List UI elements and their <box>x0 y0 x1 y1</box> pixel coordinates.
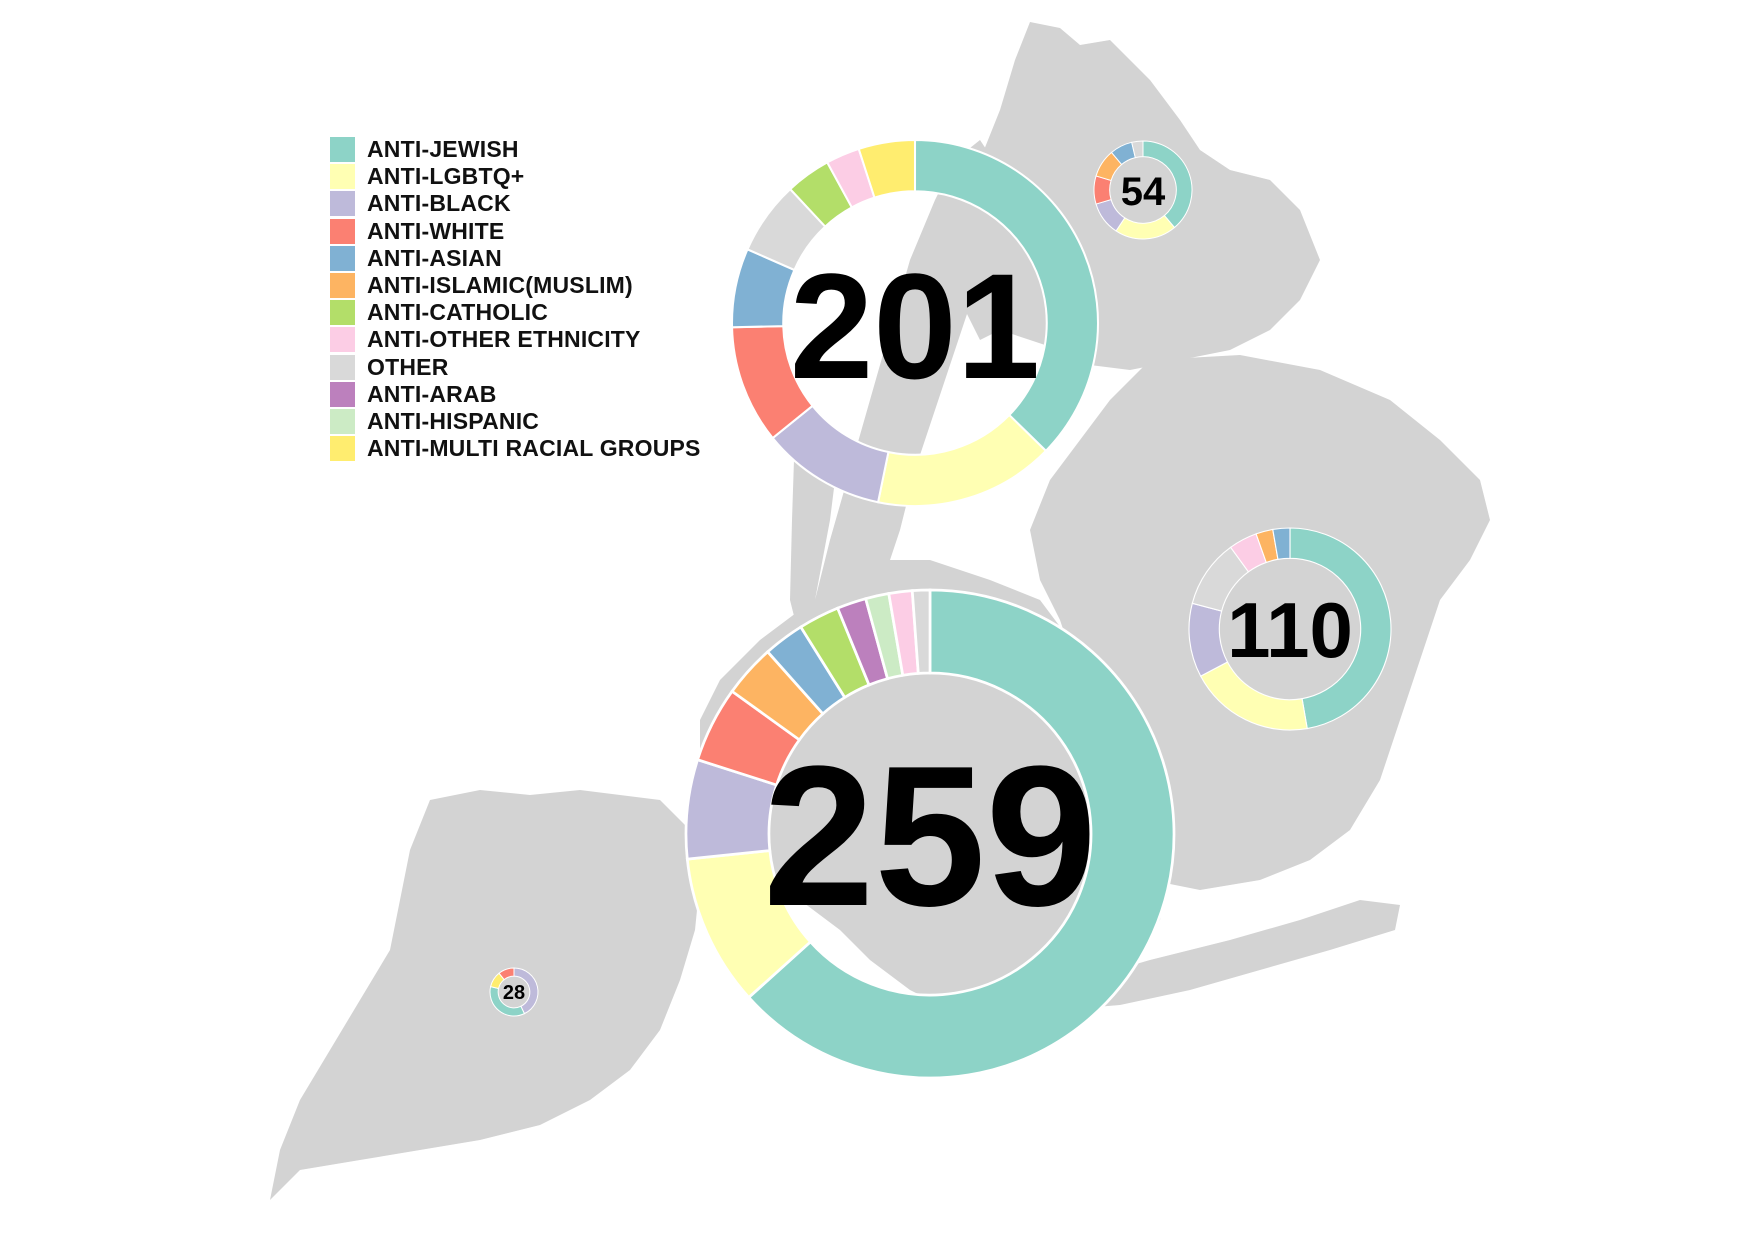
legend-label: ANTI-ISLAMIC(MUSLIM) <box>367 272 633 299</box>
borough-total-brooklyn: 259 <box>763 725 1097 948</box>
legend-item-anti-islamic: ANTI-ISLAMIC(MUSLIM) <box>330 272 701 299</box>
donut-slice-other <box>1131 140 1144 159</box>
legend-swatch <box>330 164 355 190</box>
donut-slice-anti-multi-racial <box>857 138 917 199</box>
legend-label: ANTI-MULTI RACIAL GROUPS <box>367 435 701 462</box>
legend-label: ANTI-ASIAN <box>367 244 502 271</box>
legend-swatch <box>330 354 355 380</box>
donut-charts: 201 54 110 259 28 <box>489 138 1392 1080</box>
legend-item-anti-multi-racial: ANTI-MULTI RACIAL GROUPS <box>330 435 701 462</box>
donut-bronx: 54 <box>1093 140 1193 240</box>
donut-slice-anti-jewish <box>1289 527 1392 730</box>
legend-swatch <box>330 300 355 326</box>
legend-item-anti-white: ANTI-WHITE <box>330 218 701 245</box>
legend-label: OTHER <box>367 353 449 380</box>
borough-total-manhattan: 201 <box>790 242 1040 410</box>
donut-slice-anti-asian <box>1272 527 1291 560</box>
legend-swatch <box>330 381 355 407</box>
legend-swatch <box>330 436 355 462</box>
legend: ANTI-JEWISH ANTI-LGBTQ+ ANTI-BLACK ANTI-WHI… <box>330 136 701 462</box>
rockaway-shape <box>1060 900 1400 1010</box>
legend-label: ANTI-OTHER ETHNICITY <box>367 326 641 353</box>
legend-label: ANTI-BLACK <box>367 190 511 217</box>
donut-slice-other <box>910 588 932 675</box>
donut-slice-anti-jewish <box>913 138 1100 453</box>
legend-swatch <box>330 191 355 217</box>
legend-item-other: OTHER <box>330 354 701 381</box>
donut-queens: 110 <box>1188 527 1392 731</box>
legend-label: ANTI-ARAB <box>367 380 497 407</box>
borough-total-staten-island: 28 <box>503 982 525 1004</box>
staten-island-shape <box>270 790 700 1200</box>
legend-label: ANTI-HISPANIC <box>367 407 540 434</box>
manhattan-shape <box>815 140 1000 660</box>
legend-item-anti-catholic: ANTI-CATHOLIC <box>330 299 701 326</box>
legend-swatch <box>330 273 355 299</box>
legend-item-anti-asian: ANTI-ASIAN <box>330 245 701 272</box>
legend-label: ANTI-WHITE <box>367 217 505 244</box>
donut-staten-island: 28 <box>489 967 539 1017</box>
donut-slice-anti-jewish <box>746 588 1176 1080</box>
legend-item-anti-arab: ANTI-ARAB <box>330 381 701 408</box>
legend-label: ANTI-CATHOLIC <box>367 299 549 326</box>
legend-swatch <box>330 218 355 244</box>
legend-swatch <box>330 245 355 271</box>
donut-manhattan: 201 <box>731 138 1100 507</box>
legend-item-anti-black: ANTI-BLACK <box>330 190 701 217</box>
donut-slice-anti-white <box>498 967 515 981</box>
legend-swatch <box>330 137 355 163</box>
legend-label: ANTI-JEWISH <box>367 136 519 163</box>
donut-brooklyn: 259 <box>684 588 1176 1080</box>
borough-total-queens: 110 <box>1227 586 1353 674</box>
legend-item-anti-jewish: ANTI-JEWISH <box>330 136 701 163</box>
legend-item-anti-other-ethnicity: ANTI-OTHER ETHNICITY <box>330 326 701 353</box>
legend-swatch <box>330 327 355 353</box>
legend-label: ANTI-LGBTQ+ <box>367 163 525 190</box>
legend-swatch <box>330 408 355 434</box>
legend-item-anti-lgbtq: ANTI-LGBTQ+ <box>330 163 701 190</box>
legend-item-anti-hispanic: ANTI-HISPANIC <box>330 408 701 435</box>
borough-total-bronx: 54 <box>1121 170 1166 214</box>
